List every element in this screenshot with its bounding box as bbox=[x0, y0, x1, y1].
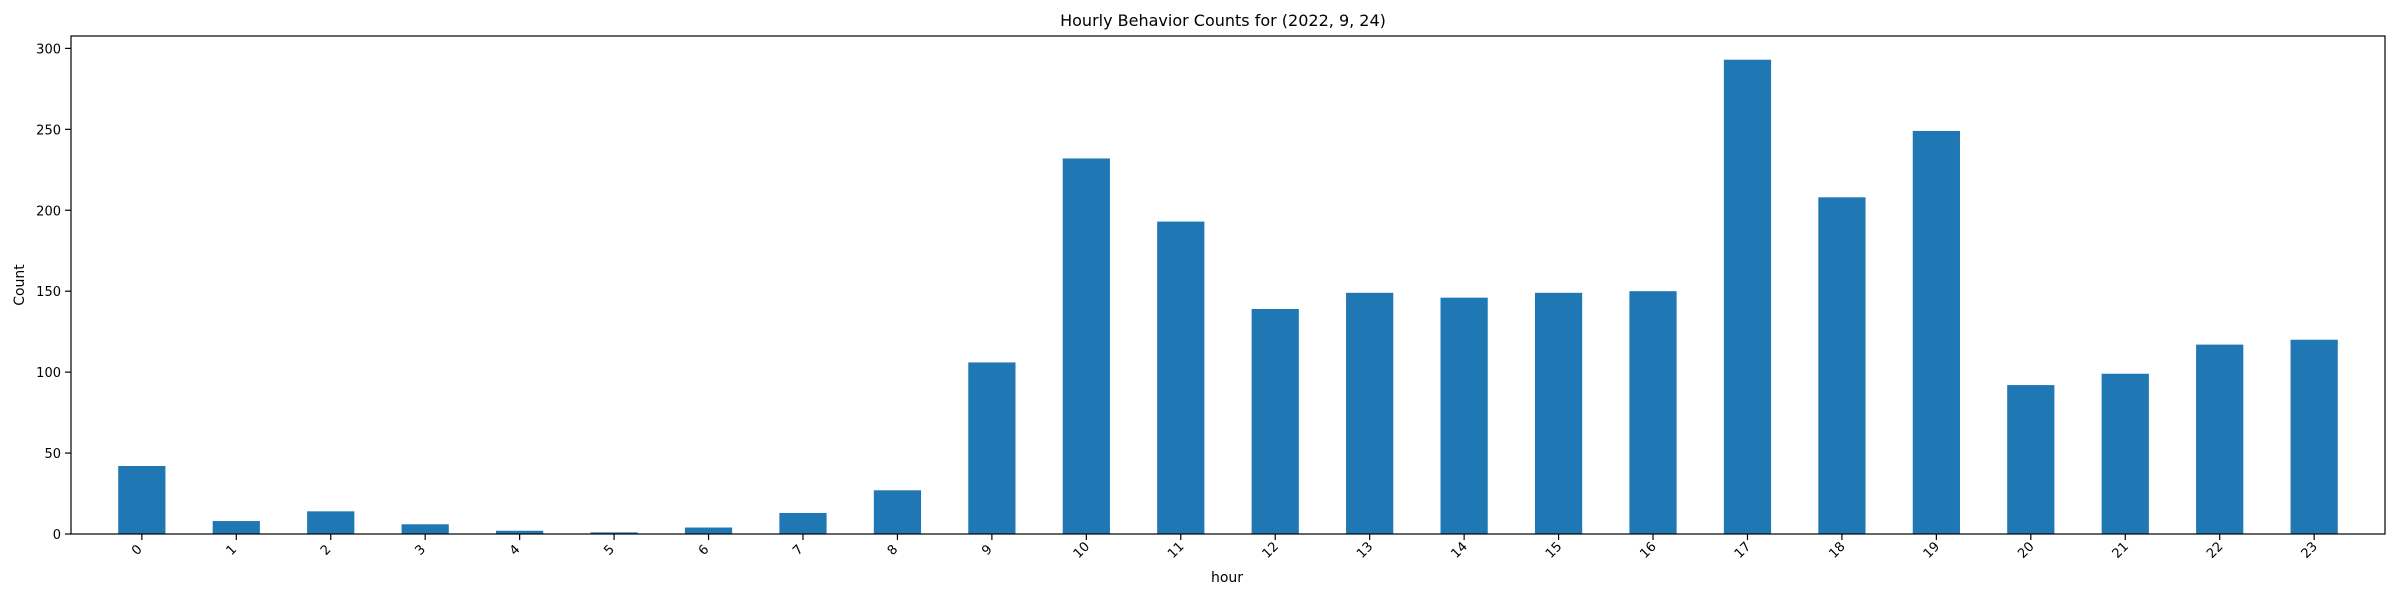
bar-hour-20 bbox=[2007, 385, 2055, 534]
x-tick-label: 12 bbox=[1260, 539, 1282, 561]
x-tick-label: 19 bbox=[1921, 539, 1943, 561]
x-tick-label: 15 bbox=[1543, 539, 1565, 561]
x-tick-label: 3 bbox=[412, 542, 428, 558]
y-tick-label: 150 bbox=[36, 285, 61, 300]
bar-hour-23 bbox=[2290, 339, 2338, 534]
y-axis-label: Count bbox=[12, 264, 28, 306]
bar-hour-10 bbox=[1062, 158, 1110, 534]
x-tick-label: 7 bbox=[790, 542, 806, 558]
bar-hour-19 bbox=[1912, 130, 1960, 534]
x-tick-label: 14 bbox=[1448, 539, 1470, 561]
x-tick-label: 4 bbox=[507, 542, 523, 558]
bar-hour-12 bbox=[1251, 309, 1299, 534]
x-tick-label: 17 bbox=[1732, 539, 1754, 561]
x-tick-label: 20 bbox=[2015, 539, 2037, 561]
bar-hour-11 bbox=[1157, 221, 1205, 534]
bar-hour-4 bbox=[496, 530, 544, 534]
x-tick-label: 11 bbox=[1165, 539, 1187, 561]
x-tick-label: 18 bbox=[1826, 539, 1848, 561]
y-tick-label: 50 bbox=[44, 447, 61, 462]
bars-layer bbox=[118, 59, 2338, 535]
x-tick-label: 1 bbox=[224, 542, 240, 558]
x-tick-label: 10 bbox=[1071, 539, 1093, 561]
x-tick-label: 21 bbox=[2110, 539, 2132, 561]
y-tick-label: 300 bbox=[36, 42, 61, 57]
x-tick-label: 13 bbox=[1354, 539, 1376, 561]
bar-hour-13 bbox=[1346, 292, 1394, 534]
bar-hour-8 bbox=[873, 490, 922, 534]
chart-title: Hourly Behavior Counts for (2022, 9, 24) bbox=[1060, 11, 1386, 30]
x-tick-label: 23 bbox=[2299, 539, 2321, 561]
y-tick-label: 250 bbox=[36, 123, 61, 138]
x-axis-label: hour bbox=[1211, 570, 1243, 586]
x-tick-label: 16 bbox=[1637, 539, 1659, 561]
axes-layer bbox=[70, 35, 2386, 535]
x-tick-label: 22 bbox=[2204, 539, 2226, 561]
y-tick-label: 200 bbox=[36, 204, 61, 219]
x-tick-label: 6 bbox=[696, 542, 712, 558]
bar-hour-21 bbox=[2101, 373, 2149, 534]
bar-hour-22 bbox=[2196, 344, 2244, 534]
bar-hour-9 bbox=[968, 362, 1016, 534]
bar-hour-17 bbox=[1723, 59, 1772, 535]
bar-hour-0 bbox=[118, 466, 166, 534]
x-tick-label: 0 bbox=[129, 542, 145, 558]
bar-hour-18 bbox=[1818, 197, 1866, 534]
bar-hour-3 bbox=[401, 524, 449, 534]
plot-frame bbox=[70, 35, 2386, 535]
bar-hour-15 bbox=[1534, 292, 1583, 534]
x-tick-label: 9 bbox=[979, 542, 995, 558]
bar-hour-7 bbox=[779, 512, 827, 534]
bar-hour-5 bbox=[590, 532, 638, 534]
x-tick-label: 2 bbox=[318, 542, 334, 558]
bar-hour-16 bbox=[1629, 291, 1677, 534]
bar-hour-1 bbox=[212, 521, 260, 534]
bar-hour-6 bbox=[684, 527, 733, 534]
bar-hour-14 bbox=[1440, 297, 1488, 534]
bar-hour-2 bbox=[307, 511, 355, 534]
y-tick-label: 0 bbox=[53, 528, 61, 543]
y-tick-label: 100 bbox=[36, 366, 61, 381]
x-tick-label: 5 bbox=[601, 542, 617, 558]
x-tick-label: 8 bbox=[885, 542, 901, 558]
